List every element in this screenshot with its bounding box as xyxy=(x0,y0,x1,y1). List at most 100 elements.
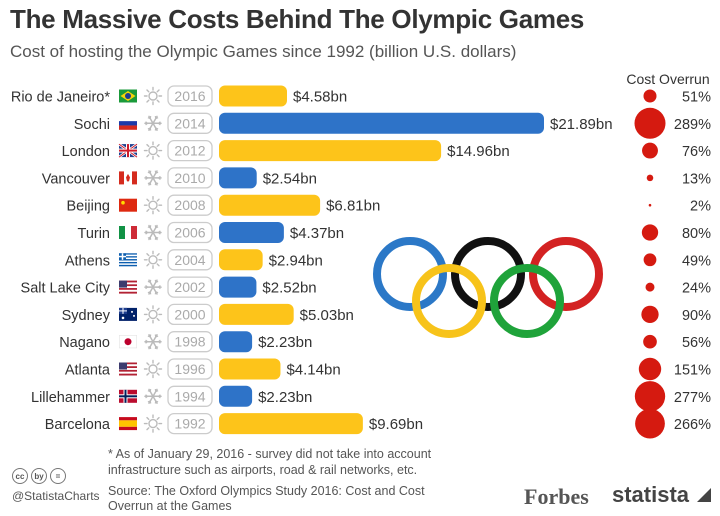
sun-icon xyxy=(143,305,163,324)
page-title: The Massive Costs Behind The Olympic Gam… xyxy=(10,4,585,34)
year-label: 1992 xyxy=(174,416,205,432)
year-label: 2002 xyxy=(174,279,205,295)
overrun-bubble xyxy=(634,107,666,139)
bar xyxy=(219,413,363,435)
year-box xyxy=(167,221,213,244)
twitter-handle: @StatistaCharts xyxy=(12,489,100,503)
city-label: Atlanta xyxy=(65,363,111,379)
sun-icon xyxy=(143,250,163,269)
sun-icon xyxy=(143,195,163,215)
year-label: 1996 xyxy=(174,361,205,377)
city-label: Nagano xyxy=(59,335,110,351)
bar-value-label: $4.37bn xyxy=(290,225,344,242)
city-label: Salt Lake City xyxy=(21,281,111,297)
uk-flag-icon xyxy=(118,143,138,159)
sun-icon xyxy=(143,414,163,433)
overrun-label: 24% xyxy=(682,281,711,297)
overrun-label: 2% xyxy=(690,199,711,215)
city-label: Beijing xyxy=(66,199,110,215)
year-label: 2000 xyxy=(174,306,205,322)
chart-row: Lillehammer 1994 $2.23bn 277% xyxy=(31,381,711,412)
bar xyxy=(219,112,544,134)
creative-commons-icons: cc by = xyxy=(12,468,66,484)
olympic-rings-icon xyxy=(373,237,603,338)
cc-icon: cc xyxy=(12,468,28,484)
year-label: 1998 xyxy=(174,334,205,350)
bar xyxy=(219,167,257,189)
bar-value-label: $5.03bn xyxy=(300,307,354,324)
bar xyxy=(219,303,294,325)
year-label: 2012 xyxy=(174,143,205,159)
city-label: Vancouver xyxy=(42,171,110,187)
overrun-label: 266% xyxy=(674,417,711,433)
canada-flag-icon xyxy=(119,171,137,185)
city-label: Barcelona xyxy=(45,417,111,433)
year-box xyxy=(167,194,213,216)
overrun-label: 51% xyxy=(682,90,711,106)
city-label: Sydney xyxy=(62,308,111,324)
australia-flag-icon xyxy=(119,307,137,321)
overrun-bubble xyxy=(634,381,666,412)
overrun-bubble xyxy=(642,142,658,159)
greece-flag-icon xyxy=(119,253,137,267)
chart-row: Rio de Janeiro* 2016 $4.58bn 51% xyxy=(11,85,711,107)
city-label: Rio de Janeiro* xyxy=(11,90,110,106)
usa-flag-icon xyxy=(119,280,137,294)
russia-flag-icon xyxy=(119,116,137,130)
overrun-label: 76% xyxy=(682,144,711,160)
city-label: Lillehammer xyxy=(31,390,110,406)
bar xyxy=(219,140,442,162)
chart-row: Sochi 2014 $21.89bn 289% xyxy=(74,107,711,139)
year-label: 1994 xyxy=(174,388,205,404)
olympic-ring-1 xyxy=(451,237,525,311)
bar-value-label: $2.23bn xyxy=(258,334,312,351)
year-label: 2008 xyxy=(174,197,205,213)
bar-value-label: $2.52bn xyxy=(262,280,316,297)
bar xyxy=(219,222,284,243)
overrun-bubble xyxy=(638,357,662,381)
bar-value-label: $14.96bn xyxy=(447,143,510,160)
bar-value-label: $2.94bn xyxy=(269,252,323,269)
overrun-bubble xyxy=(643,253,657,267)
japan-flag-icon xyxy=(119,335,137,349)
snowflake-icon xyxy=(144,279,162,295)
no-derivatives-icon: = xyxy=(50,468,66,484)
bar xyxy=(219,194,321,216)
china-flag-icon xyxy=(119,198,137,212)
city-label: Turin xyxy=(78,226,111,242)
year-box xyxy=(167,331,213,353)
bar-value-label: $4.14bn xyxy=(286,362,340,379)
year-box xyxy=(167,112,213,134)
overrun-label: 49% xyxy=(682,253,711,269)
olympic-ring-3 xyxy=(412,264,486,338)
overrun-label: 151% xyxy=(674,363,711,379)
overrun-bubble xyxy=(641,224,659,241)
bar xyxy=(219,249,263,271)
chart-row: Atlanta 1996 $4.14bn 151% xyxy=(65,357,711,381)
chart-row: Athens 2004 $2.94bn 49% xyxy=(65,249,711,271)
norway-flag-icon xyxy=(119,389,137,403)
snowflake-icon xyxy=(144,115,162,131)
bar xyxy=(219,331,253,353)
sun-icon xyxy=(143,141,163,160)
olympic-ring-2 xyxy=(529,237,603,311)
snowflake-icon xyxy=(144,170,162,186)
footnote: * As of January 29, 2016 - survey did no… xyxy=(108,447,432,477)
statista-logo: statista xyxy=(612,482,690,507)
overrun-label: 80% xyxy=(682,226,711,242)
year-box xyxy=(167,85,213,107)
snowflake-icon xyxy=(144,388,162,404)
city-label: Athens xyxy=(65,253,110,269)
overrun-bubble xyxy=(646,174,654,182)
bar-value-label: $2.54bn xyxy=(263,170,317,187)
chart-row: Turin 2006 $4.37bn 80% xyxy=(78,221,711,244)
olympic-costs-chart: Rio de Janeiro* 2016 $4.58bn 51% Sochi 2014 $2… xyxy=(11,85,711,439)
year-label: 2016 xyxy=(174,88,205,104)
bar-value-label: $21.89bn xyxy=(550,116,613,133)
chart-row: London 2012 $14.96bn 76% xyxy=(62,139,711,162)
year-box xyxy=(167,139,213,162)
overrun-label: 277% xyxy=(674,390,711,406)
spain-flag-icon xyxy=(119,417,137,431)
brazil-flag-icon xyxy=(119,89,137,103)
bar xyxy=(219,85,287,107)
